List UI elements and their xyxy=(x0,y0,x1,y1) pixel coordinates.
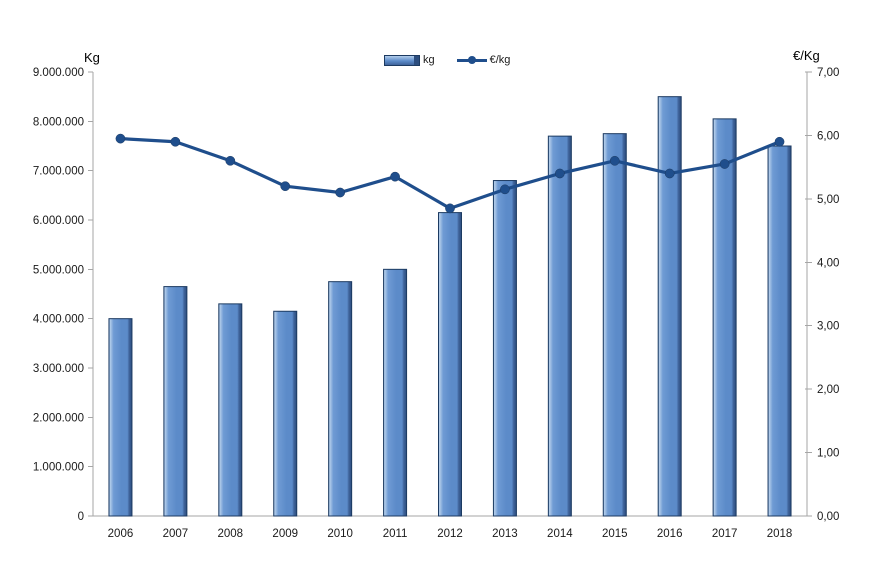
left-axis-tick-label: 5.000.000 xyxy=(33,264,84,276)
left-axis-tick-label: 9.000.000 xyxy=(33,67,84,79)
bar-2014 xyxy=(547,135,572,517)
legend-label-eur-kg: €/kg xyxy=(489,54,511,66)
x-axis-label-2015: 2015 xyxy=(602,528,628,540)
line-point-2015 xyxy=(609,155,620,166)
line-series-swatch-icon xyxy=(456,56,487,64)
x-axis-label-2006: 2006 xyxy=(108,528,134,540)
line-point-2012 xyxy=(445,203,455,214)
x-axis-label-2010: 2010 xyxy=(327,528,353,540)
left-axis-tick-label: 8.000.000 xyxy=(33,116,84,128)
left-axis-tick-label: 3.000.000 xyxy=(33,363,84,375)
bar-2017 xyxy=(712,118,737,517)
line-point-2010 xyxy=(335,187,346,198)
bar-2006 xyxy=(108,318,133,517)
x-axis-label-2016: 2016 xyxy=(657,528,683,540)
bar-swatch-cap xyxy=(414,55,419,65)
x-axis-label-2007: 2007 xyxy=(163,528,189,540)
right-axis-tick-label: 7,00 xyxy=(817,67,839,79)
bar-series-swatch-icon xyxy=(384,54,420,66)
right-axis-tick-label: 6,00 xyxy=(817,130,839,142)
legend-item-eur-kg: €/kg xyxy=(456,54,511,66)
x-axis-label-2018: 2018 xyxy=(767,528,793,540)
bar-2008 xyxy=(218,303,243,517)
chart-legend: kg €/kg xyxy=(384,54,510,66)
line-point-2009 xyxy=(280,181,291,192)
right-axis-tick-label: 5,00 xyxy=(817,194,839,206)
legend-item-kg: kg xyxy=(384,54,435,66)
left-axis-tick-label: 6.000.000 xyxy=(33,215,84,227)
line-point-2013 xyxy=(500,184,510,195)
bar-2018 xyxy=(767,145,792,517)
bar-2010 xyxy=(328,281,353,517)
x-axis-label-2009: 2009 xyxy=(272,528,298,540)
left-axis-tick-label: 0 xyxy=(78,511,84,523)
left-axis-tick-label: 4.000.000 xyxy=(33,314,84,326)
line-point-2007 xyxy=(170,136,181,147)
bar-2011 xyxy=(383,268,408,517)
right-axis-tick-label: 0,00 xyxy=(817,511,839,523)
right-axis-tick-label: 2,00 xyxy=(817,384,839,396)
line-point-2016 xyxy=(664,168,675,179)
bar-2007 xyxy=(163,286,188,517)
right-axis-tick-label: 4,00 xyxy=(817,257,839,269)
line-point-2011 xyxy=(390,171,400,182)
left-axis-tick-label: 7.000.000 xyxy=(33,166,84,178)
bar-2012 xyxy=(438,212,462,517)
left-axis-title: Kg xyxy=(84,50,100,65)
line-swatch-marker xyxy=(467,56,476,64)
right-axis-tick-label: 3,00 xyxy=(817,321,839,333)
bar-2009 xyxy=(273,310,298,517)
x-axis-label-2011: 2011 xyxy=(383,528,408,540)
left-axis-tick-label: 2.000.000 xyxy=(33,412,84,424)
legend-label-kg: kg xyxy=(423,54,435,66)
x-axis-label-2012: 2012 xyxy=(437,528,463,540)
bar-2016 xyxy=(657,96,682,517)
x-axis-label-2014: 2014 xyxy=(547,528,573,540)
line-point-2018 xyxy=(774,136,785,147)
bar-2015 xyxy=(602,133,627,517)
left-axis-tick-label: 1.000.000 xyxy=(33,462,84,474)
right-axis-title: €/Kg xyxy=(793,48,820,63)
line-point-2017 xyxy=(719,159,730,169)
x-axis-label-2017: 2017 xyxy=(712,528,738,540)
right-axis-tick-label: 1,00 xyxy=(817,448,839,460)
line-point-2014 xyxy=(554,168,565,179)
x-axis-label-2013: 2013 xyxy=(492,528,518,540)
line-point-2008 xyxy=(225,155,236,166)
x-axis-label-2008: 2008 xyxy=(218,528,244,540)
line-point-2006 xyxy=(115,133,126,144)
bar-2013 xyxy=(492,180,517,517)
